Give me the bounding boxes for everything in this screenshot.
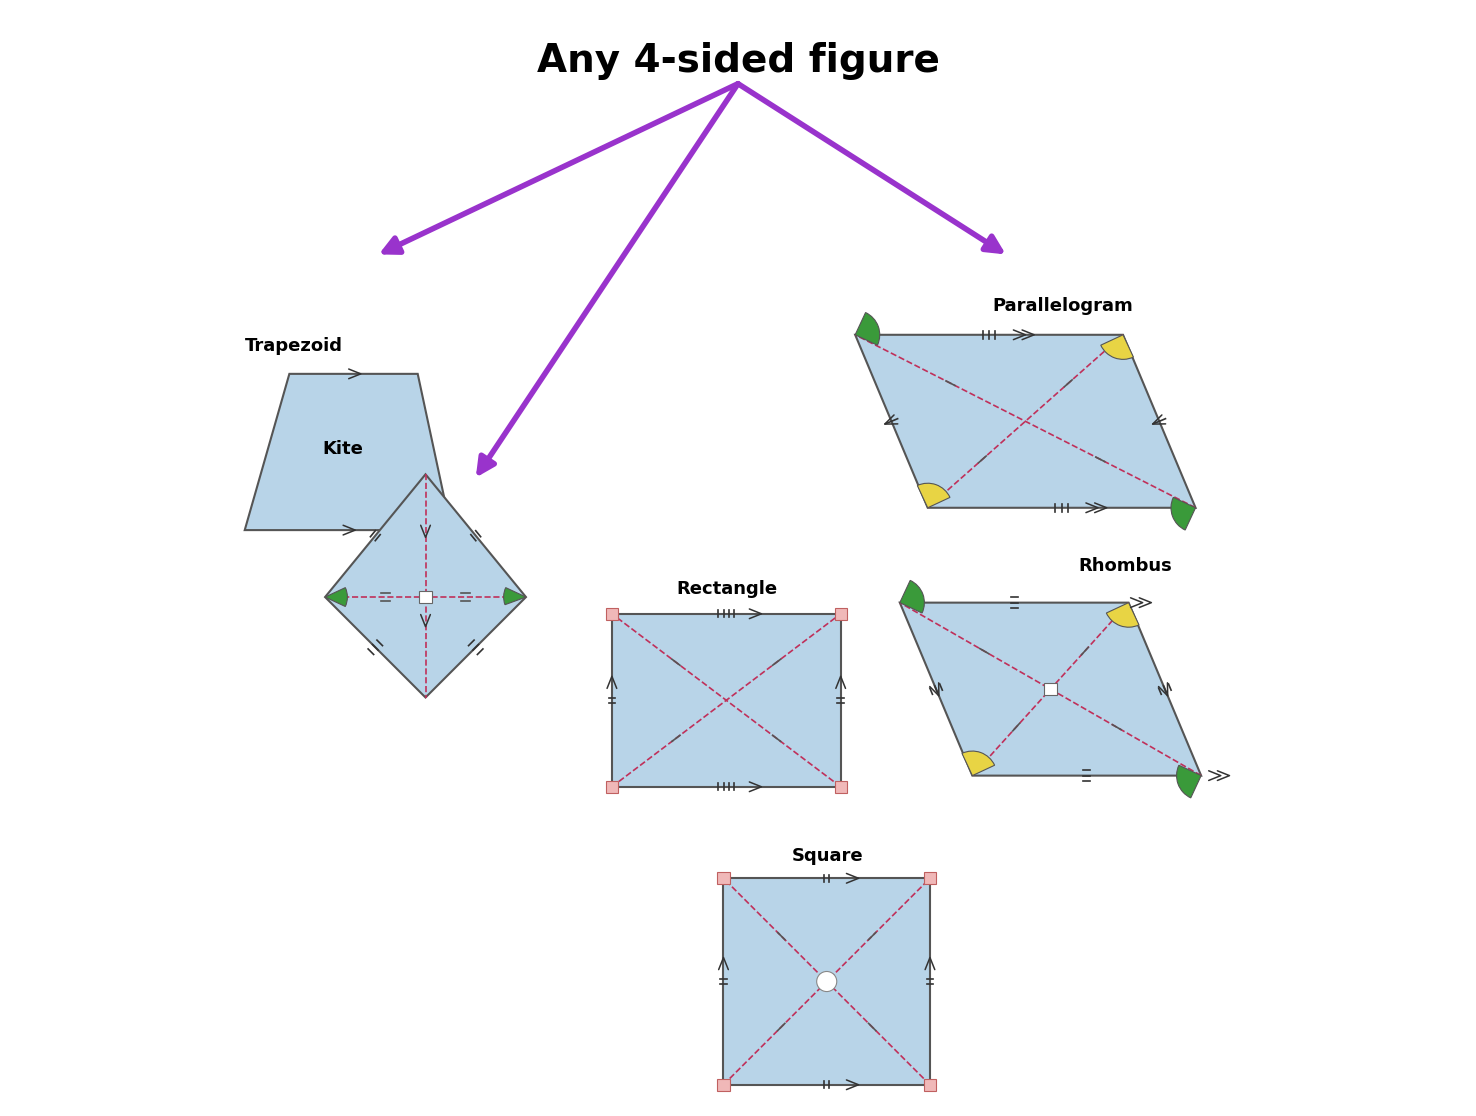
- Text: Square: Square: [791, 847, 863, 865]
- Text: Rhombus: Rhombus: [1079, 557, 1172, 575]
- Bar: [605, 607, 618, 620]
- Bar: [834, 781, 847, 792]
- Wedge shape: [503, 588, 525, 605]
- Wedge shape: [918, 483, 951, 508]
- Bar: [924, 1078, 936, 1091]
- Polygon shape: [723, 878, 930, 1085]
- Wedge shape: [900, 580, 924, 613]
- Bar: [605, 781, 618, 792]
- Wedge shape: [855, 312, 880, 345]
- Text: Any 4-sided figure: Any 4-sided figure: [537, 42, 939, 80]
- Text: Trapezoid: Trapezoid: [245, 337, 342, 355]
- Bar: [834, 607, 847, 620]
- Polygon shape: [245, 374, 452, 530]
- Polygon shape: [325, 474, 525, 698]
- Wedge shape: [962, 751, 995, 776]
- Wedge shape: [1107, 603, 1139, 627]
- Polygon shape: [900, 603, 1201, 776]
- Bar: [1045, 683, 1057, 695]
- Bar: [717, 1078, 729, 1091]
- Text: Rectangle: Rectangle: [676, 580, 778, 598]
- Wedge shape: [1101, 335, 1134, 359]
- Circle shape: [816, 971, 837, 991]
- Wedge shape: [1170, 498, 1196, 530]
- Text: Kite: Kite: [323, 440, 363, 458]
- Bar: [924, 873, 936, 884]
- Polygon shape: [855, 335, 1196, 508]
- Text: Parallelogram: Parallelogram: [992, 297, 1134, 315]
- Bar: [419, 591, 431, 604]
- Wedge shape: [1176, 766, 1201, 798]
- Polygon shape: [613, 614, 841, 787]
- Bar: [717, 873, 729, 884]
- Wedge shape: [325, 588, 347, 606]
